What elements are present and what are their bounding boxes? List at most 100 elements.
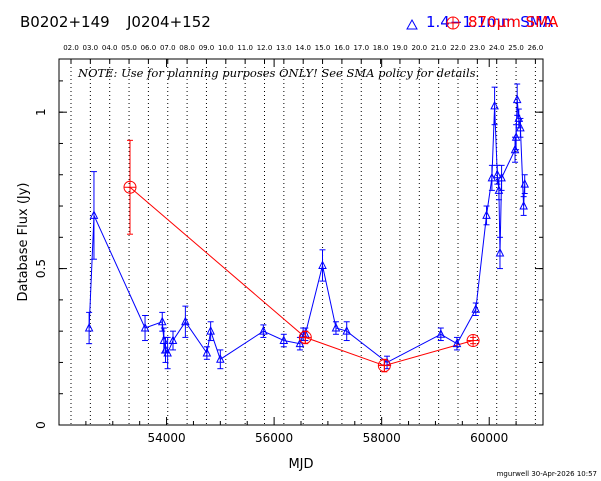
data-point-triangle: [89, 171, 99, 260]
data-point-circle-plus: [377, 358, 391, 373]
top-axis-tick-label: 22.0: [450, 44, 466, 52]
data-point-triangle: [216, 349, 225, 370]
top-axis-tick-label: 19.0: [392, 44, 408, 52]
x-axis-label: MJD: [288, 457, 313, 472]
triangle-marker: [206, 326, 215, 335]
triangle-marker: [492, 169, 502, 179]
data-point-circle-plus: [123, 139, 137, 235]
top-axis-tick-label: 24.0: [489, 44, 505, 52]
top-axis-tick-label: 14.0: [295, 44, 311, 52]
y-tick-label: 0: [34, 421, 48, 429]
series-line: [88, 99, 526, 363]
data-point-triangle: [84, 311, 94, 345]
x-tick-label: 60000: [470, 431, 508, 445]
data-point-triangle: [342, 321, 352, 342]
data-point-triangle: [181, 305, 190, 338]
triangle-marker: [202, 347, 212, 357]
triangle-marker: [452, 338, 462, 348]
data-point-triangle: [168, 330, 178, 351]
triangle-marker: [157, 316, 167, 326]
top-axis-tick-label: 03.0: [83, 44, 99, 52]
plot-frame: [58, 58, 544, 426]
triangle-marker: [163, 347, 172, 357]
data-point-triangle: [520, 174, 530, 195]
data-point-triangle: [140, 315, 150, 342]
triangle-marker: [520, 179, 530, 188]
top-axis-tick-label: 18.0: [373, 44, 389, 52]
data-point-triangle: [452, 336, 462, 351]
top-axis-tick-label: 06.0: [141, 44, 157, 52]
triangle-marker: [482, 210, 491, 219]
data-point-circle-plus: [466, 334, 480, 348]
data-point-triangle: [279, 333, 289, 348]
top-axis-tick-label: 07.0: [160, 44, 176, 52]
triangle-marker: [471, 304, 481, 313]
data-point-triangle: [318, 249, 327, 282]
data-point-triangle: [331, 321, 341, 335]
top-axis-tick-label: 09.0: [199, 44, 215, 52]
source-alt-name: J0204+152: [126, 13, 211, 31]
triangle-marker: [216, 354, 225, 363]
y-axis-label: Database Flux (Jy): [16, 183, 31, 302]
top-axis-tick-label: 10.0: [218, 44, 234, 52]
data-point-triangle: [163, 336, 172, 370]
triangle-marker: [140, 322, 150, 332]
planning-note: NOTE: Use for planning purposes ONLY! Se…: [77, 66, 479, 80]
triangle-marker: [512, 94, 522, 104]
triangle-marker: [318, 260, 327, 269]
triangle-marker: [259, 326, 268, 335]
legend-red-label: 870μm SMA: [468, 13, 559, 31]
data-point-triangle: [482, 205, 491, 226]
top-axis-tick-label: 17.0: [353, 44, 369, 52]
data-point-triangle: [471, 302, 481, 317]
triangle-marker: [495, 247, 505, 257]
triangle-marker-icon: [406, 18, 418, 30]
triangle-marker: [295, 338, 305, 348]
data-point-triangle: [436, 327, 446, 342]
triangle-marker: [279, 335, 289, 345]
data-point-triangle: [497, 164, 506, 191]
top-axis-tick-label: 08.0: [179, 44, 195, 52]
x-tick-label: 54000: [147, 431, 185, 445]
triangle-marker: [331, 322, 341, 332]
data-point-triangle: [490, 86, 499, 126]
data-point-triangle: [495, 236, 505, 270]
dotted-gridlines: [70, 59, 536, 425]
top-axis-tick-label: 05.0: [121, 44, 137, 52]
top-axis-tick-label: 15.0: [315, 44, 331, 52]
data-point-triangle: [259, 324, 268, 338]
triangle-marker: [516, 122, 525, 132]
triangle-marker: [497, 172, 506, 182]
top-axis-tick-label: 13.0: [276, 44, 292, 52]
data-point-triangle: [516, 117, 525, 138]
footer-stamp: mgurwell 30-Apr-2026 10:57: [497, 470, 597, 478]
data-point-triangle: [202, 346, 212, 360]
triangle-marker: [89, 210, 99, 219]
top-axis-tick-label: 16.0: [334, 44, 350, 52]
data-point-triangle: [206, 321, 215, 342]
data-point-triangle: [519, 196, 528, 216]
top-axis-tick-label: 26.0: [528, 44, 544, 52]
axis-ticks: 54000 56000 58000 60000 0 0.5 1: [34, 59, 543, 445]
triangle-marker: [84, 322, 94, 332]
triangle-marker: [519, 200, 528, 210]
top-axis-tick-label: 25.0: [508, 44, 524, 52]
series-marks: [84, 83, 530, 373]
triangle-marker: [342, 326, 352, 335]
data-point-circle-plus: [298, 330, 312, 345]
triangle-marker: [490, 100, 499, 110]
triangle-marker: [168, 335, 178, 345]
top-axis-tick-label: 11.0: [237, 44, 253, 52]
y-tick-label: 0.5: [34, 259, 48, 278]
triangle-marker: [181, 316, 190, 326]
legend-red: 870μm SMA: [446, 13, 559, 31]
y-tick-label: 1: [34, 108, 48, 116]
top-axis-tick-label: 02.0: [63, 44, 79, 52]
triangle-marker: [436, 329, 446, 338]
top-axis-tick-label: 04.0: [102, 44, 118, 52]
top-axis-tick-label: 12.0: [257, 44, 273, 52]
data-point-triangle: [512, 83, 522, 116]
series-line: [129, 186, 474, 367]
series-lines: [88, 99, 526, 367]
